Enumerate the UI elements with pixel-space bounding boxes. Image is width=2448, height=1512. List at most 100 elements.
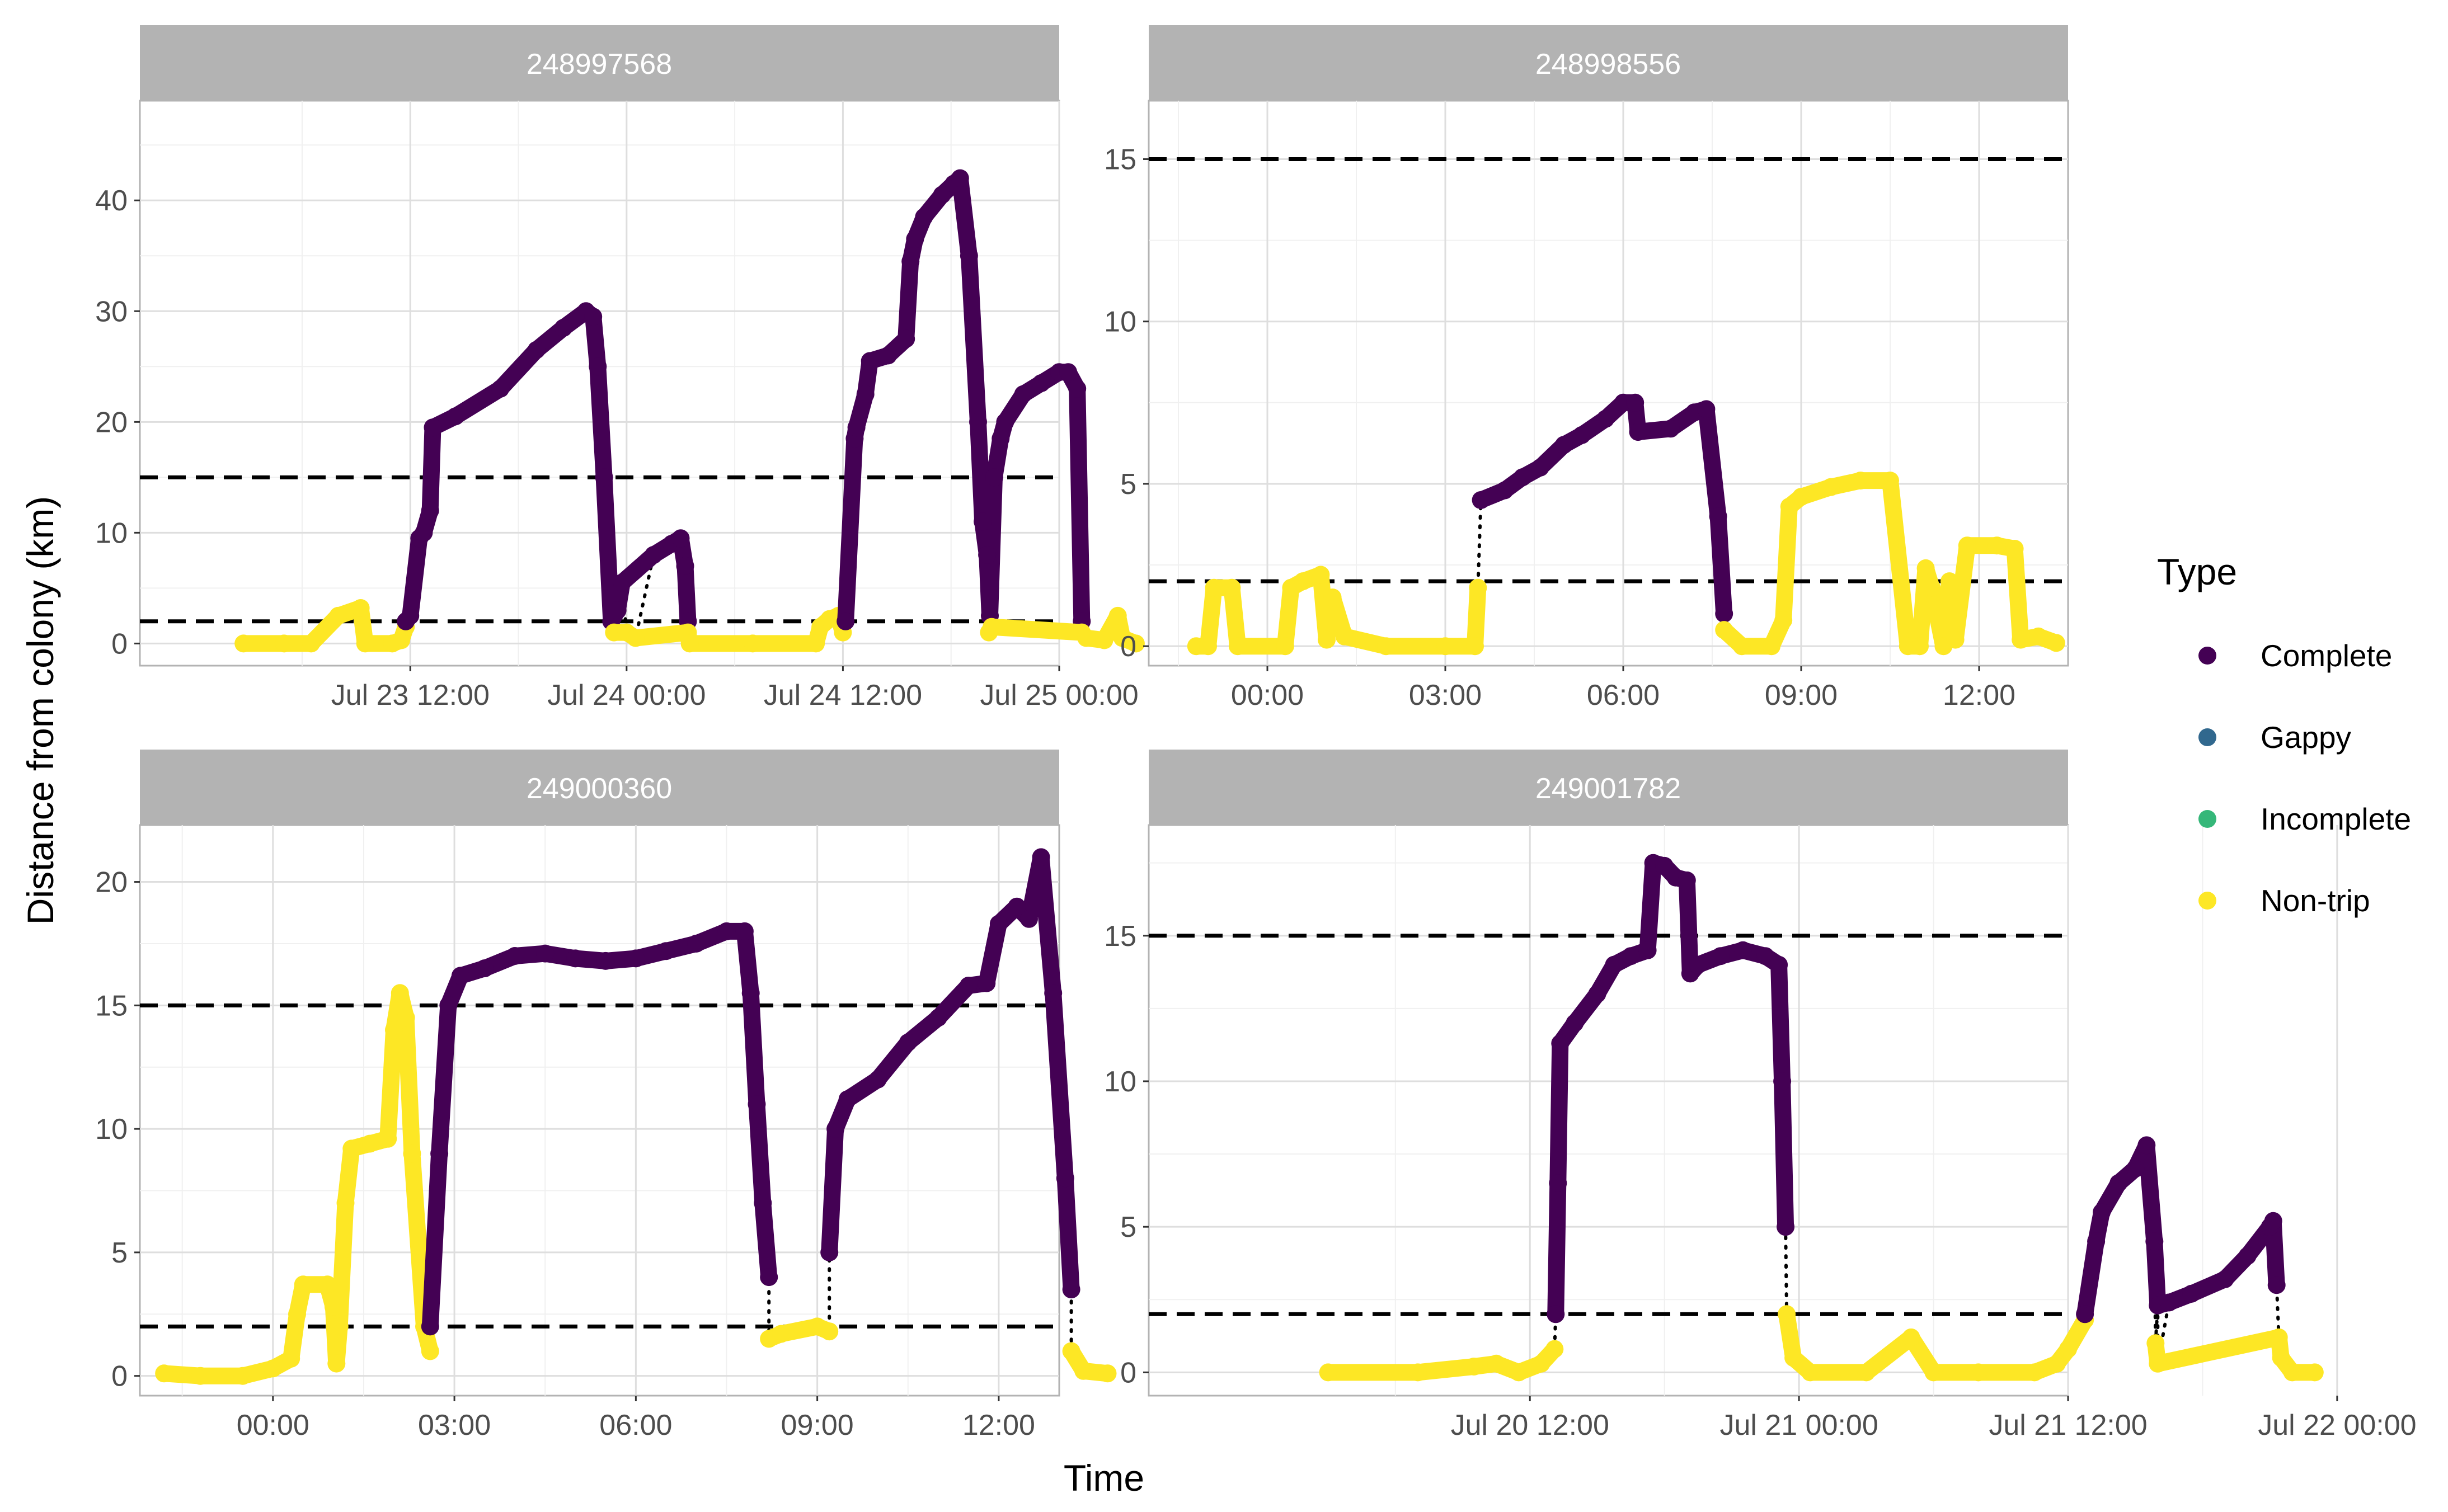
- data-point-complete: [906, 230, 924, 248]
- data-point-non-trip: [391, 984, 409, 1002]
- data-point-non-trip: [744, 634, 762, 653]
- data-point-complete: [969, 413, 987, 431]
- data-point-non-trip: [1822, 478, 1840, 496]
- series-complete: [421, 922, 778, 1336]
- trail-complete: [2076, 1137, 2285, 1323]
- series-249000360: [155, 848, 1117, 1385]
- data-point-complete: [645, 546, 663, 564]
- data-point-complete: [1032, 848, 1050, 866]
- data-point-non-trip: [1335, 627, 1354, 646]
- data-point-complete: [687, 934, 706, 953]
- data-point-non-trip: [1763, 637, 1780, 656]
- data-point-complete: [1605, 955, 1623, 974]
- series-complete: [837, 169, 1091, 630]
- series-non-trip: [1187, 566, 1487, 656]
- data-point-complete: [421, 501, 439, 520]
- data-point-complete: [424, 418, 442, 437]
- data-point-non-trip: [155, 1364, 173, 1383]
- data-point-complete: [1032, 374, 1050, 392]
- x-tick-labels-248997568: Jul 23 12:00 Jul 24 00:00 Jul 24 12:00 Jul …: [331, 666, 1139, 712]
- data-point-complete: [1770, 955, 1788, 974]
- data-point-complete: [929, 1009, 947, 1027]
- data-point-non-trip: [288, 1305, 306, 1323]
- strip-249000360: [140, 750, 1059, 825]
- data-point-complete: [1020, 910, 1038, 928]
- series-complete: [397, 302, 697, 630]
- legend-title: Type: [2157, 551, 2237, 592]
- data-point-complete: [476, 959, 494, 978]
- data-point-complete: [901, 252, 920, 271]
- data-point-complete: [2216, 1270, 2234, 1288]
- y-tick-label: 20: [95, 866, 128, 899]
- strip-249001782: [1149, 750, 2068, 825]
- x-tick-label: Jul 20 12:00: [1451, 1409, 1609, 1442]
- legend-label-non-trip: Non-trip: [2261, 883, 2370, 918]
- data-point-complete: [1777, 1218, 1795, 1236]
- data-point-complete: [566, 949, 585, 968]
- data-point-complete: [2093, 1203, 2111, 1222]
- data-point-non-trip: [302, 634, 320, 653]
- panel-248998556: 248998556 0 5 10 15 00:00 03:00 06:00 09:00 12:…: [1104, 25, 2069, 712]
- data-point-complete: [1655, 856, 1674, 875]
- data-point-non-trip: [2149, 1354, 2167, 1373]
- data-point-non-trip: [1940, 572, 1958, 591]
- y-tick-label: 10: [1104, 306, 1136, 338]
- data-point-complete: [985, 468, 1003, 487]
- strip-248997568: [140, 25, 1059, 101]
- data-point-complete: [2087, 1232, 2106, 1251]
- series-complete: [1547, 854, 1795, 1323]
- data-point-non-trip: [2305, 1363, 2324, 1382]
- data-point-complete: [1496, 481, 1514, 500]
- x-tick-label: 00:00: [1231, 679, 1304, 712]
- data-point-non-trip: [1733, 637, 1751, 656]
- data-point-complete: [996, 413, 1014, 431]
- data-point-non-trip: [324, 1298, 342, 1316]
- y-tick-labels-249000360: 0 5 10 15 20: [95, 866, 140, 1393]
- series-non-trip: [980, 606, 1145, 653]
- series-complete: [820, 848, 1080, 1299]
- y-tick-label: 10: [1104, 1066, 1136, 1098]
- data-point-complete: [1059, 363, 1078, 381]
- data-point-non-trip: [1510, 1363, 1528, 1382]
- data-point-complete: [879, 346, 897, 365]
- x-tick-label: 03:00: [1409, 679, 1482, 712]
- data-point-complete: [595, 468, 613, 487]
- data-point-complete: [596, 952, 615, 970]
- y-tick-labels-249001782: 0 5 10 15: [1104, 920, 1149, 1389]
- x-tick-label: Jul 24 00:00: [547, 679, 706, 712]
- data-point-non-trip: [379, 1129, 397, 1148]
- data-point-non-trip: [336, 1194, 355, 1212]
- data-point-complete: [951, 169, 969, 187]
- data-point-complete: [657, 942, 675, 960]
- series-complete: [1472, 393, 1733, 623]
- data-point-complete: [415, 524, 433, 542]
- y-tick-label: 10: [95, 1113, 128, 1146]
- strip-label-248997568: 248997568: [527, 48, 672, 81]
- strip-label-249001782: 249001782: [1535, 773, 1681, 805]
- data-point-non-trip: [327, 1354, 346, 1373]
- data-point-complete: [613, 573, 631, 592]
- data-point-complete: [527, 341, 546, 359]
- data-point-non-trip: [1987, 536, 2006, 555]
- series-non-trip: [760, 1317, 839, 1348]
- data-point-complete: [1014, 385, 1032, 403]
- data-point-non-trip: [983, 618, 1001, 636]
- data-point-non-trip: [1466, 637, 1484, 656]
- data-point-complete: [1629, 423, 1647, 441]
- data-point-non-trip: [680, 634, 699, 653]
- data-point-complete: [820, 1243, 839, 1261]
- legend-key-gappy: [2198, 728, 2216, 746]
- data-point-non-trip: [2005, 540, 2024, 558]
- data-point-complete: [861, 352, 879, 370]
- series-complete: [2076, 1136, 2286, 1323]
- data-point-complete: [837, 612, 855, 630]
- data-point-non-trip: [421, 1342, 439, 1360]
- data-point-non-trip: [1318, 630, 1336, 649]
- data-point-complete: [1531, 458, 1549, 477]
- y-tick-label: 20: [95, 406, 128, 439]
- panel-249001782: 249001782 0 5 10 15 Jul 20 12:00 Jul 21 00:0…: [1104, 750, 2417, 1442]
- data-point-non-trip: [356, 634, 374, 653]
- data-point-non-trip: [275, 634, 293, 653]
- data-point-non-trip: [1715, 621, 1733, 639]
- data-point-non-trip: [1784, 1349, 1803, 1367]
